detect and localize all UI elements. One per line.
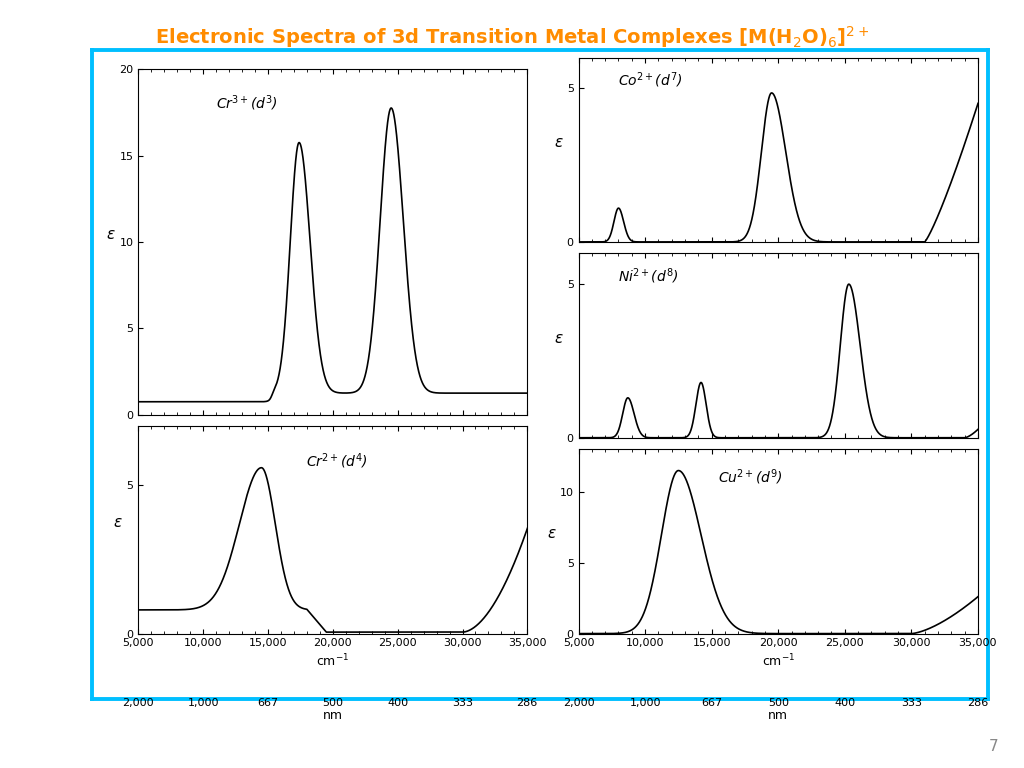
Y-axis label: $\varepsilon$: $\varepsilon$: [554, 330, 563, 346]
X-axis label: nm: nm: [323, 709, 343, 722]
Y-axis label: $\varepsilon$: $\varepsilon$: [554, 134, 563, 150]
Y-axis label: $\varepsilon$: $\varepsilon$: [114, 515, 123, 530]
Text: Cu$^{2+}$($d^9$): Cu$^{2+}$($d^9$): [718, 468, 783, 488]
Text: Cr$^{2+}$($d^4$): Cr$^{2+}$($d^4$): [305, 451, 368, 471]
Text: Co$^{2+}$($d^7$): Co$^{2+}$($d^7$): [618, 71, 683, 90]
X-axis label: cm$^{-1}$: cm$^{-1}$: [762, 653, 795, 669]
Text: Electronic Spectra of 3d Transition Metal Complexes [M(H$_2$O)$_6$]$^{2+}$: Electronic Spectra of 3d Transition Meta…: [155, 25, 869, 51]
X-axis label: cm$^{-1}$: cm$^{-1}$: [316, 653, 349, 669]
X-axis label: nm: nm: [768, 709, 788, 722]
Text: 7: 7: [989, 739, 998, 754]
Y-axis label: $\varepsilon$: $\varepsilon$: [106, 227, 116, 242]
Text: Cr$^{3+}$($d^3$): Cr$^{3+}$($d^3$): [216, 94, 278, 113]
Y-axis label: $\varepsilon$: $\varepsilon$: [547, 526, 556, 541]
Text: Ni$^{2+}$($d^8$): Ni$^{2+}$($d^8$): [618, 266, 679, 286]
